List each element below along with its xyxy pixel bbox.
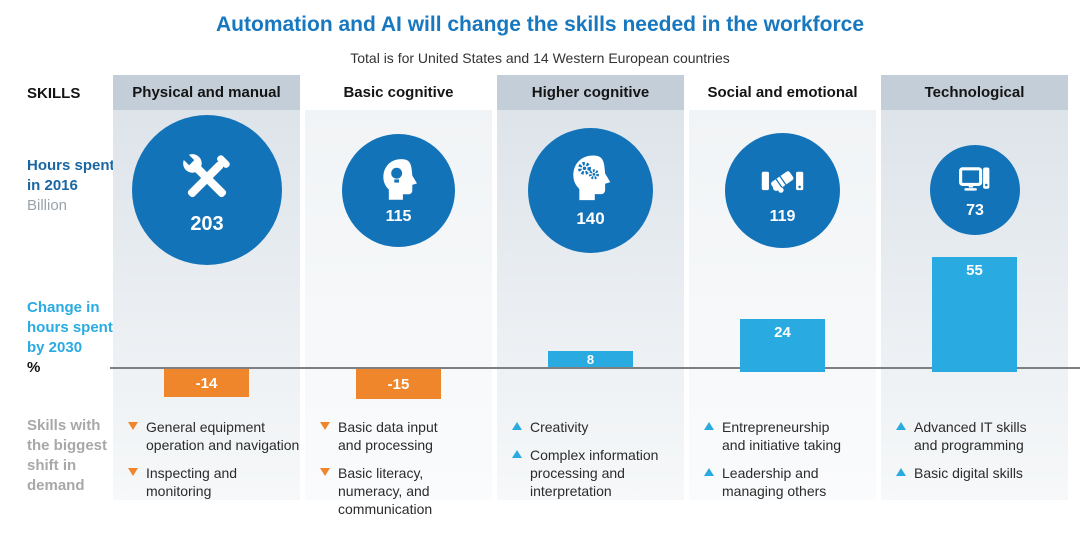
skill-label: Basic digital skills: [914, 465, 1023, 481]
triangle-up-icon: [896, 468, 906, 476]
change-label-line1: Change in: [27, 299, 100, 316]
hours-circle: 119: [725, 133, 840, 248]
skill-label: Entrepreneurship and initiative taking: [722, 419, 842, 453]
hours-label-line1: Hours spent,: [27, 157, 119, 174]
skill-item: Inspecting and monitoring: [128, 464, 300, 500]
hours-label-line2: in 2016: [27, 177, 78, 194]
skill-item: Entrepreneurship and initiative taking: [704, 418, 842, 454]
triangle-down-icon: [128, 468, 138, 476]
column-header: Higher cognitive: [497, 75, 684, 110]
hours-value: 140: [576, 209, 605, 228]
hours-value: 73: [966, 202, 984, 219]
skill-label: Basic data input and processing: [338, 419, 438, 453]
skills-list: Basic data input and processing Basic lit…: [320, 418, 452, 528]
row-label-skills: SKILLS: [27, 85, 81, 102]
change-bar: -14: [164, 369, 249, 397]
skill-label: Advanced IT skills and programming: [914, 419, 1027, 453]
skill-label: Basic literacy, numeracy, and communicat…: [338, 465, 433, 517]
head-gears-icon: [563, 152, 618, 207]
change-bar: 24: [740, 319, 825, 372]
triangle-up-icon: [896, 422, 906, 430]
row-label-hours-spent: Hours spent, in 2016 Billion: [27, 156, 123, 216]
skill-item: Complex information processing and inter…: [512, 446, 664, 500]
row-label-change-hours: Change in hours spent by 2030 %: [27, 298, 123, 378]
skills-list: Creativity Complex information processing…: [512, 418, 664, 510]
skill-column: Physical and manual 203 -14 General equipme…: [113, 0, 300, 534]
skill-label: General equipment operation and navigati…: [146, 419, 300, 453]
skill-column: Technological 73 55 Advanced IT skills and …: [881, 0, 1068, 534]
triangle-up-icon: [512, 422, 522, 430]
skill-column: Social and emotional 119 24 Entrepreneurshi…: [689, 0, 876, 534]
hours-circle: 140: [528, 128, 653, 253]
column-header: Social and emotional: [707, 84, 858, 101]
hours-circle: 203: [132, 115, 282, 265]
skills-list: Advanced IT skills and programming Basic …: [896, 418, 1052, 492]
column-header: Basic cognitive: [343, 84, 454, 101]
triangle-down-icon: [320, 422, 330, 430]
skills-list: Entrepreneurship and initiative taking Le…: [704, 418, 842, 510]
change-bar: -15: [356, 369, 441, 399]
computer-icon: [955, 160, 995, 200]
skill-label: Complex information processing and inter…: [530, 447, 659, 499]
hours-unit-label: Billion: [27, 197, 68, 214]
triangle-down-icon: [320, 468, 330, 476]
skills-list: General equipment operation and navigati…: [128, 418, 300, 510]
skill-column: Basic cognitive 115 -15 Basic data input an…: [305, 0, 492, 534]
skill-item: Leadership and managing others: [704, 464, 842, 500]
skill-column: Higher cognitive 140 8 Creativity Complex in…: [497, 0, 684, 534]
skill-label: Inspecting and monitoring: [146, 465, 238, 499]
skill-item: Advanced IT skills and programming: [896, 418, 1052, 454]
skill-item: Basic literacy, numeracy, and communicat…: [320, 464, 452, 518]
skill-item: General equipment operation and navigati…: [128, 418, 300, 454]
column-header: Physical and manual: [113, 75, 300, 110]
triangle-up-icon: [704, 422, 714, 430]
wrench-screwdriver-icon: [174, 145, 240, 211]
change-bar: 8: [548, 351, 633, 367]
triangle-down-icon: [128, 422, 138, 430]
zero-baseline: [110, 367, 1080, 369]
hours-circle: 115: [342, 134, 455, 247]
skill-label: Creativity: [530, 419, 589, 435]
skill-label: Leadership and managing others: [722, 465, 827, 499]
change-label-line2: hours spent: [27, 319, 113, 336]
hours-value: 203: [190, 212, 224, 235]
head-lightbulb-icon: [374, 156, 424, 206]
column-header: Technological: [881, 75, 1068, 110]
hours-value: 119: [769, 208, 796, 225]
change-bar: 55: [932, 257, 1017, 372]
chart-subtitle: Total is for United States and 14 Wester…: [350, 50, 730, 66]
skill-item: Creativity: [512, 418, 664, 436]
skill-item: Basic data input and processing: [320, 418, 452, 454]
hours-circle: 73: [930, 145, 1020, 235]
row-label-skills-shift: Skills with the biggest shift in demand: [27, 417, 108, 494]
skill-item: Basic digital skills: [896, 464, 1052, 482]
triangle-up-icon: [704, 468, 714, 476]
change-unit-label: %: [27, 359, 41, 376]
chart-title: Automation and AI will change the skills…: [216, 13, 864, 36]
hours-value: 115: [385, 207, 412, 225]
handshake-icon: [757, 155, 808, 206]
triangle-up-icon: [512, 450, 522, 458]
change-label-line3: by 2030: [27, 339, 83, 356]
